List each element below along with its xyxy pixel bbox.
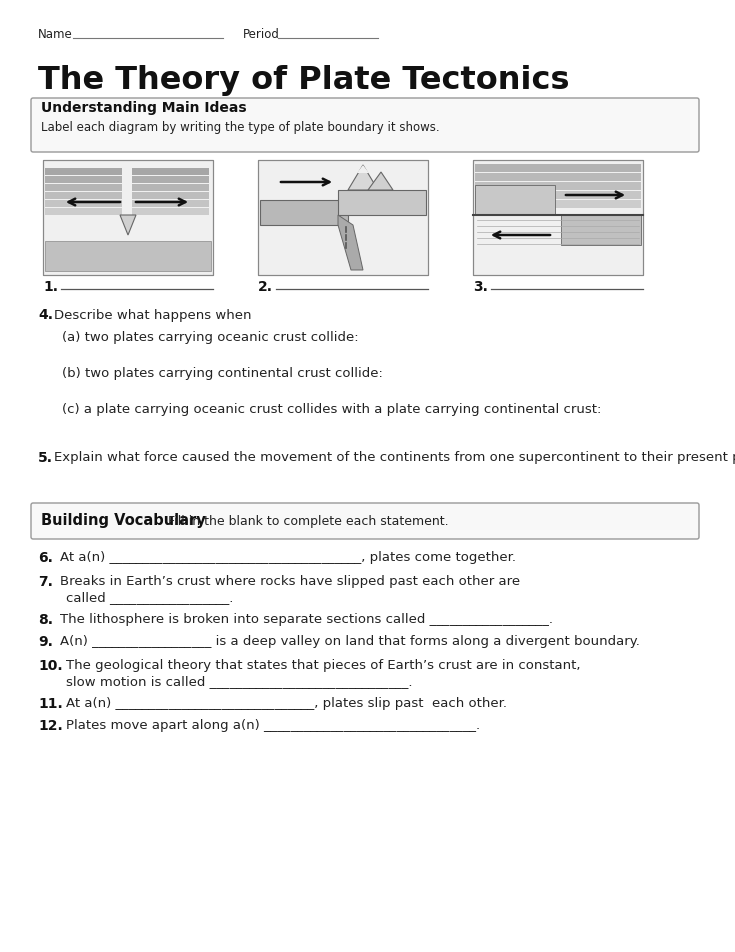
- Polygon shape: [348, 165, 378, 190]
- Text: Describe what happens when: Describe what happens when: [54, 308, 251, 322]
- Bar: [561, 215, 641, 245]
- Text: Name: Name: [38, 29, 73, 42]
- Bar: [45, 208, 122, 215]
- Text: Plates move apart along a(n) ________________________________.: Plates move apart along a(n) ___________…: [66, 720, 480, 732]
- Text: 11.: 11.: [38, 697, 62, 711]
- Bar: [132, 176, 209, 183]
- Text: Label each diagram by writing the type of plate boundary it shows.: Label each diagram by writing the type o…: [41, 122, 440, 134]
- Text: Fill in the blank to complete each statement.: Fill in the blank to complete each state…: [168, 514, 448, 527]
- Polygon shape: [368, 172, 393, 190]
- Text: slow motion is called ______________________________.: slow motion is called __________________…: [66, 676, 412, 688]
- Polygon shape: [120, 215, 136, 235]
- Text: 3.: 3.: [473, 280, 488, 294]
- Bar: [258, 160, 428, 275]
- Text: At a(n) ______________________________________, plates come together.: At a(n) ________________________________…: [60, 551, 516, 565]
- Text: Explain what force caused the movement of the continents from one supercontinent: Explain what force caused the movement o…: [54, 451, 735, 465]
- Text: The geological theory that states that pieces of Earth’s crust are in constant,: The geological theory that states that p…: [66, 660, 581, 672]
- Bar: [475, 182, 641, 190]
- Bar: [132, 184, 209, 191]
- Polygon shape: [357, 165, 369, 173]
- Polygon shape: [338, 190, 426, 215]
- Bar: [475, 200, 641, 208]
- Polygon shape: [338, 215, 363, 270]
- Bar: [475, 191, 641, 199]
- Bar: [475, 185, 555, 215]
- Text: (b) two plates carrying continental crust collide:: (b) two plates carrying continental crus…: [62, 367, 383, 380]
- Text: 8.: 8.: [38, 613, 53, 627]
- Text: The lithosphere is broken into separate sections called __________________.: The lithosphere is broken into separate …: [60, 613, 553, 626]
- Bar: [45, 200, 122, 207]
- Text: (c) a plate carrying oceanic crust collides with a plate carrying continental cr: (c) a plate carrying oceanic crust colli…: [62, 403, 601, 415]
- Text: Understanding Main Ideas: Understanding Main Ideas: [41, 101, 247, 115]
- Text: Period: Period: [243, 29, 280, 42]
- Text: 5.: 5.: [38, 451, 53, 465]
- Bar: [45, 168, 122, 175]
- Bar: [43, 160, 213, 275]
- Text: called __________________.: called __________________.: [66, 591, 234, 605]
- FancyBboxPatch shape: [31, 98, 699, 152]
- Bar: [132, 200, 209, 207]
- Bar: [45, 241, 211, 271]
- FancyBboxPatch shape: [31, 503, 699, 539]
- Text: (a) two plates carrying oceanic crust collide:: (a) two plates carrying oceanic crust co…: [62, 330, 359, 344]
- Text: Breaks in Earth’s crust where rocks have slipped past each other are: Breaks in Earth’s crust where rocks have…: [60, 576, 520, 588]
- Bar: [45, 192, 122, 199]
- Text: At a(n) ______________________________, plates slip past  each other.: At a(n) ______________________________, …: [66, 698, 507, 710]
- Text: 10.: 10.: [38, 659, 62, 673]
- Bar: [475, 173, 641, 181]
- Text: 9.: 9.: [38, 635, 53, 649]
- Text: 6.: 6.: [38, 551, 53, 565]
- Bar: [473, 160, 643, 275]
- Text: A(n) __________________ is a deep valley on land that forms along a divergent bo: A(n) __________________ is a deep valley…: [60, 636, 640, 648]
- Bar: [132, 168, 209, 175]
- Text: The Theory of Plate Tectonics: The Theory of Plate Tectonics: [38, 65, 570, 95]
- Bar: [258, 160, 428, 275]
- Bar: [45, 184, 122, 191]
- Polygon shape: [260, 200, 348, 225]
- Bar: [132, 192, 209, 199]
- Bar: [45, 176, 122, 183]
- Text: 2.: 2.: [258, 280, 273, 294]
- Text: 4.: 4.: [38, 308, 53, 322]
- Bar: [473, 160, 643, 275]
- Text: 7.: 7.: [38, 575, 53, 589]
- Bar: [475, 164, 641, 172]
- Text: 12.: 12.: [38, 719, 62, 733]
- Bar: [43, 160, 213, 275]
- Text: 1.: 1.: [43, 280, 58, 294]
- Text: Building Vocabulary: Building Vocabulary: [41, 513, 206, 528]
- Bar: [132, 208, 209, 215]
